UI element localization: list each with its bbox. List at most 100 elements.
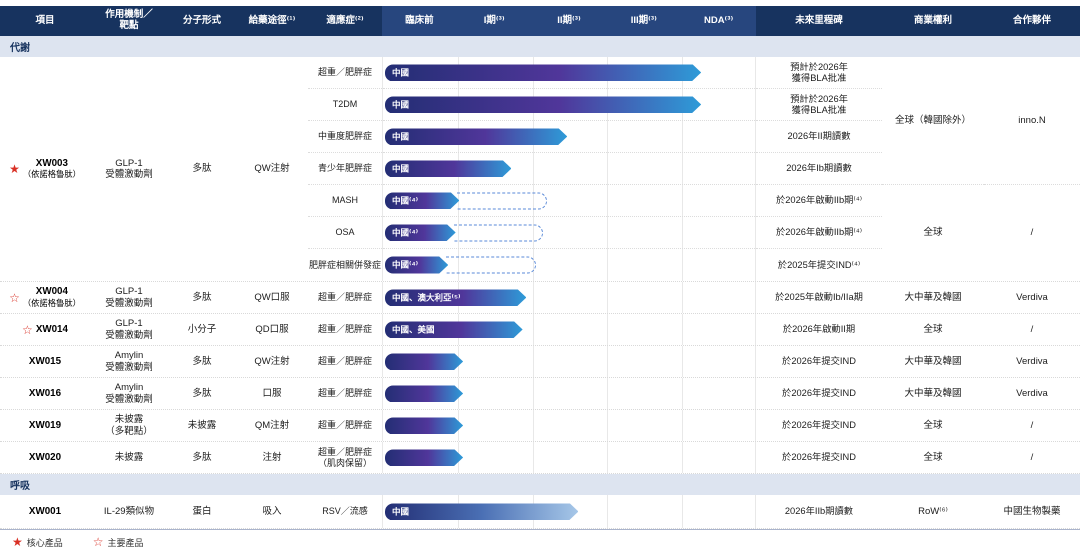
legend-major-label: 主要產品 — [107, 537, 144, 548]
commercial-rights: 全球 — [923, 451, 943, 463]
phase-track: 中國 — [383, 57, 755, 89]
project-code: XW020 — [28, 451, 62, 463]
col-indication: 適應症⁽²⁾ — [326, 14, 364, 26]
indication: 超重／肥胖症 — [317, 292, 372, 303]
pipeline-group-xw001: XW001 IL-29類似物 蛋白 吸入 RSV／流感 中國 2026年IIb期… — [0, 495, 1080, 529]
rights-column: 全球（韓國除外） 全球 — [882, 57, 984, 281]
milestone: 2026年II期讀數 — [756, 121, 882, 153]
indication: OSA — [308, 217, 382, 249]
commercial-rights: RoW⁽⁶⁾ — [918, 505, 948, 517]
project-cell: XW001 — [0, 495, 90, 528]
mechanism: 未披露 （多靶點） — [105, 414, 153, 437]
phase-track — [382, 346, 756, 377]
mechanism: 未披露 — [114, 451, 144, 463]
phase-progress-bar: 中國 — [385, 96, 701, 113]
partner: Verdiva — [1016, 355, 1048, 367]
phase-progress-bar: 中國 — [385, 503, 578, 520]
legend-major-product: ☆ 主要產品 — [93, 536, 144, 549]
indication: 超重／肥胖症 — [308, 57, 382, 89]
phase-progress-bar — [385, 353, 463, 370]
phase-track — [382, 410, 756, 441]
section-respiratory: 呼吸 — [0, 474, 1080, 495]
table-header: 項目 作用機制／ 靶點 分子形式 給藥途徑⁽¹⁾ 適應症⁽²⁾ 臨床前 I期⁽³… — [0, 6, 1080, 36]
milestone: 於2026年啟動IIb期⁽⁴⁾ — [756, 185, 882, 217]
major-star-icon: ☆ — [92, 535, 104, 549]
molecule-type: 蛋白 — [192, 505, 212, 517]
phase-progress-bar: 中國 — [385, 64, 701, 81]
phase-track — [382, 442, 756, 473]
phase-track-column: 中國 中國 中國 中國 中國⁽⁴⁾ 中國⁽⁴⁾ 中國⁽⁴⁾ — [382, 57, 756, 281]
section-metabolism: 代謝 — [0, 36, 1080, 57]
phase-track: 中國 — [383, 153, 755, 185]
project-cell: XW019 — [0, 410, 90, 441]
mechanism: IL-29類似物 — [103, 505, 155, 517]
phase-columns: 臨床前 I期⁽³⁾ II期⁽³⁾ III期⁽³⁾ NDA⁽³⁾ — [382, 6, 756, 36]
milestone: 於2026年啟動IIb期⁽⁴⁾ — [756, 217, 882, 249]
milestone: 2026年IIb期讀數 — [784, 505, 854, 516]
project-cell: ★ XW003 （依諾格魯肽） — [0, 57, 90, 281]
partner: inno.N — [984, 57, 1080, 185]
partner: / — [1030, 419, 1034, 431]
project-cell: ☆ XW014 — [0, 314, 90, 345]
route: QD口服 — [255, 323, 289, 335]
col-project: 項目 — [35, 14, 55, 26]
partner: Verdiva — [1016, 387, 1048, 399]
col-rights: 商業權利 — [913, 14, 952, 26]
milestone: 於2026年啟動II期 — [782, 323, 856, 334]
milestone-column: 預計於2026年 獲得BLA批准 預計於2026年 獲得BLA批准 2026年I… — [756, 57, 882, 281]
mechanism: Amylin 受體激動劑 — [105, 350, 153, 373]
phase-track: 中國 — [382, 495, 756, 528]
partner-column: inno.N / — [984, 57, 1080, 281]
indication: 青少年肥胖症 — [308, 153, 382, 185]
commercial-rights: 大中華及韓國 — [904, 387, 962, 399]
phase-progress-bar — [385, 449, 463, 466]
milestone: 於2026年提交IND — [782, 419, 856, 430]
commercial-rights: 全球 — [923, 227, 943, 239]
molecule-type: 多肽 — [192, 291, 212, 303]
molecule-type: 多肽 — [192, 451, 212, 463]
project-code: XW004 — [35, 286, 68, 298]
col-phase3: III期⁽³⁾ — [630, 14, 657, 26]
mechanism: GLP-1 受體激動劑 — [105, 286, 153, 309]
indication: 超重／肥胖症 — [317, 324, 372, 335]
project-cell: XW016 — [0, 378, 90, 409]
partner: / — [1030, 323, 1034, 335]
phase-progress-bar: 中國⁽⁴⁾ — [385, 257, 448, 274]
indication: 超重／肥胖症 （肌肉保留） — [317, 446, 372, 468]
route: QW口服 — [254, 291, 290, 303]
legend-core-label: 核心產品 — [26, 537, 63, 548]
legend: ★ 核心產品 ☆ 主要產品 — [0, 529, 1080, 554]
milestone: 預計於2026年 獲得BLA批准 — [756, 89, 882, 121]
planned-phase-outline — [446, 256, 536, 274]
col-milestone: 未來里程碑 — [795, 14, 843, 26]
commercial-rights: 大中華及韓國 — [904, 355, 962, 367]
indication: RSV／流感 — [322, 506, 368, 517]
phase-track: 中國、澳大利亞⁽⁵⁾ — [382, 282, 756, 313]
project-cell: ☆ XW004 （依諾格魯肽） — [0, 282, 90, 313]
project-name: （依諾格魯肽） — [22, 297, 81, 308]
project-cell: XW020 — [0, 442, 90, 473]
partner: / — [1030, 451, 1034, 463]
col-preclinical: 臨床前 — [405, 14, 434, 26]
route: QM注射 — [254, 419, 290, 431]
project-code: XW015 — [28, 355, 62, 367]
partner: / — [1030, 227, 1034, 239]
phase-track: 中國⁽⁴⁾ — [383, 185, 755, 217]
indication: 中重度肥胖症 — [308, 121, 382, 153]
route: 口服 — [262, 387, 282, 399]
commercial-rights: 全球（韓國除外） — [882, 57, 984, 185]
indication: MASH — [308, 185, 382, 217]
milestone: 於2025年提交IND⁽⁴⁾ — [777, 259, 861, 270]
col-mechanism: 作用機制／ 靶點 — [105, 9, 153, 31]
phase-progress-bar: 中國、美國 — [385, 321, 523, 338]
phase-progress-bar: 中國⁽⁴⁾ — [385, 224, 456, 241]
col-route: 給藥途徑⁽¹⁾ — [248, 14, 296, 26]
indication: 超重／肥胖症 — [317, 420, 372, 431]
project-code: XW003 — [35, 157, 68, 169]
phase-track — [382, 378, 756, 409]
pipeline-group-xw015: XW015 Amylin 受體激動劑 多肽 QW注射 超重／肥胖症 於2026年… — [0, 346, 1080, 378]
pipeline-group-xw014: ☆ XW014 GLP-1 受體激動劑 小分子 QD口服 超重／肥胖症 中國、美… — [0, 314, 1080, 346]
partner: Verdiva — [1016, 291, 1048, 303]
core-product-star-icon: ★ — [9, 162, 20, 176]
